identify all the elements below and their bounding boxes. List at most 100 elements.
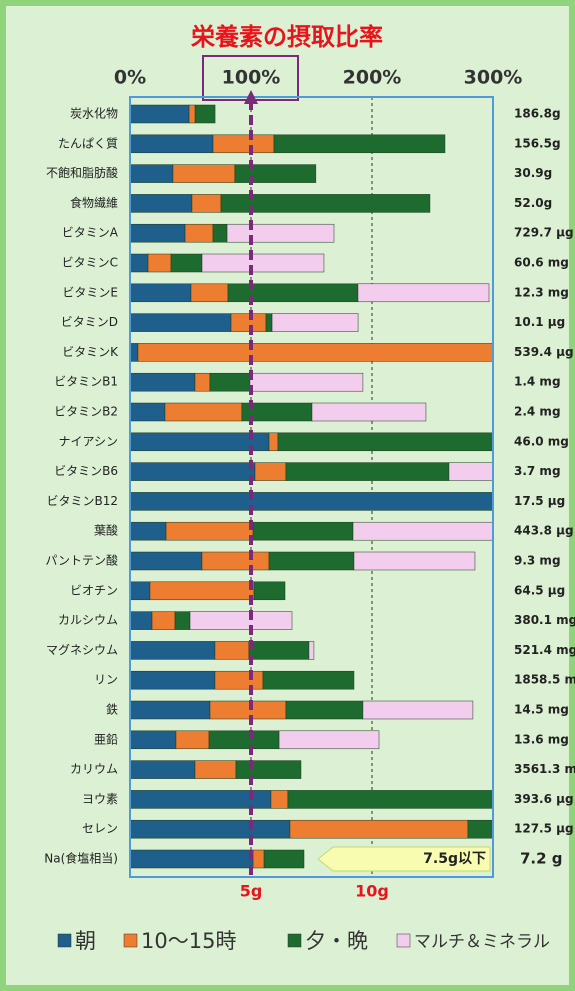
category-label: ビタミンA: [62, 226, 119, 240]
bar-segment: [214, 670, 264, 690]
bar-segment: [352, 521, 493, 541]
bar-segment: [308, 641, 315, 660]
amount-label: 13.6 mg: [514, 732, 569, 746]
amount-label: 3561.3 mg: [514, 762, 575, 776]
bar-segment: [252, 849, 265, 869]
bar-segment: [130, 819, 291, 839]
bar-segment: [467, 819, 493, 839]
bar-segment: [130, 849, 254, 869]
amount-label: 1.4 mg: [514, 375, 561, 389]
amount-label: 12.3 mg: [514, 285, 569, 299]
bar-segment: [174, 611, 191, 630]
bar-segment: [234, 164, 317, 183]
bar-segment: [265, 313, 273, 332]
amount-label: 3.7 mg: [514, 464, 561, 478]
bar-segment: [262, 670, 355, 690]
category-label: ヨウ素: [82, 792, 118, 806]
amount-label: 156.5g: [514, 136, 561, 150]
bar-segment: [130, 521, 167, 541]
bar-segment: [214, 641, 250, 660]
bar-segment: [311, 402, 427, 422]
bar-segment: [165, 521, 254, 541]
bar-segment: [194, 104, 216, 124]
chart-title: 栄養素の摂取比率: [190, 23, 383, 51]
bar-segment: [164, 402, 243, 422]
legend-label: 夕・晩: [305, 929, 368, 953]
amount-label: 7.2 g: [520, 850, 563, 868]
amount-label: 10.1 μg: [514, 315, 565, 329]
amount-label: 443.8 μg: [514, 524, 574, 538]
category-label: ビタミンB1: [54, 375, 118, 389]
amount-label: 521.4 mg: [514, 643, 575, 657]
bar-segment: [149, 581, 255, 601]
bar-segment: [212, 223, 228, 243]
bar-segment: [130, 343, 139, 362]
amount-label: 9.3 mg: [514, 554, 561, 568]
na-tick-label: 5g: [240, 882, 263, 901]
amount-label: 30.9g: [514, 166, 552, 180]
bar-segment: [137, 343, 493, 362]
category-label: パントテン酸: [45, 553, 118, 568]
bar-segment: [190, 283, 229, 303]
amount-label: 127.5 μg: [514, 822, 574, 836]
category-label: ビタミンD: [61, 315, 118, 329]
category-label: Na(食塩相当): [44, 851, 118, 866]
annotation: 7.5g以下: [423, 851, 486, 867]
amount-label: 380.1 mg: [514, 613, 575, 627]
category-label: 不飽和脂肪酸: [46, 165, 118, 180]
category-label: ナイアシン: [58, 434, 118, 448]
legend-label: 10～15時: [141, 929, 236, 953]
bar-segment: [172, 164, 236, 183]
bar-segment: [289, 819, 469, 839]
bar-segment: [285, 462, 450, 481]
bar-segment: [130, 551, 203, 571]
bar-segment: [130, 313, 232, 332]
bar-segment: [130, 641, 216, 660]
category-label: ビオチン: [70, 583, 118, 597]
category-label: 鉄: [106, 702, 118, 717]
bar-segment: [271, 313, 359, 332]
bar-segment: [130, 730, 177, 750]
amount-label: 1858.5 mg: [514, 673, 575, 687]
legend-swatch: [287, 933, 302, 948]
amount-label: 17.5 μg: [514, 494, 565, 508]
category-label: たんぱく質: [58, 135, 118, 150]
bar-segment: [130, 432, 270, 452]
bar-segment: [235, 760, 302, 779]
bar-segment: [130, 670, 216, 690]
bar-segment: [201, 551, 270, 571]
bar-segment: [253, 581, 286, 601]
bar-segment: [170, 253, 203, 273]
bar-segment: [249, 372, 364, 392]
amount-label: 52.0g: [514, 196, 552, 210]
bar-segment: [130, 372, 196, 392]
amount-label: 2.4 mg: [514, 405, 561, 419]
bar-segment: [151, 611, 176, 630]
bar-segment: [130, 462, 256, 481]
category-label: セレン: [82, 822, 118, 836]
bar-segment: [248, 641, 310, 660]
bar-segment: [194, 760, 237, 779]
category-label: マグネシウム: [46, 643, 118, 657]
bar-segment: [194, 372, 211, 392]
bar-segment: [201, 253, 325, 273]
category-label: ビタミンC: [62, 256, 118, 270]
category-label: ビタミンK: [62, 345, 119, 359]
bar-segment: [130, 611, 153, 630]
bar-segment: [285, 700, 364, 720]
bar-segment: [130, 104, 190, 124]
bar-segment: [189, 611, 293, 630]
amount-label: 539.4 μg: [514, 345, 574, 359]
bar-segment: [191, 194, 222, 213]
bar-segment: [209, 700, 287, 720]
amount-label: 729.7 μg: [514, 226, 574, 240]
bar-segment: [188, 104, 196, 124]
bar-segment: [130, 760, 196, 779]
amount-label: 186.8g: [514, 107, 561, 121]
plot-frame: [129, 96, 494, 878]
bar-segment: [230, 313, 267, 332]
legend-label: マルチ＆ミネラル: [414, 932, 550, 952]
bar-segment: [273, 134, 446, 154]
category-label: カルシウム: [58, 613, 118, 627]
